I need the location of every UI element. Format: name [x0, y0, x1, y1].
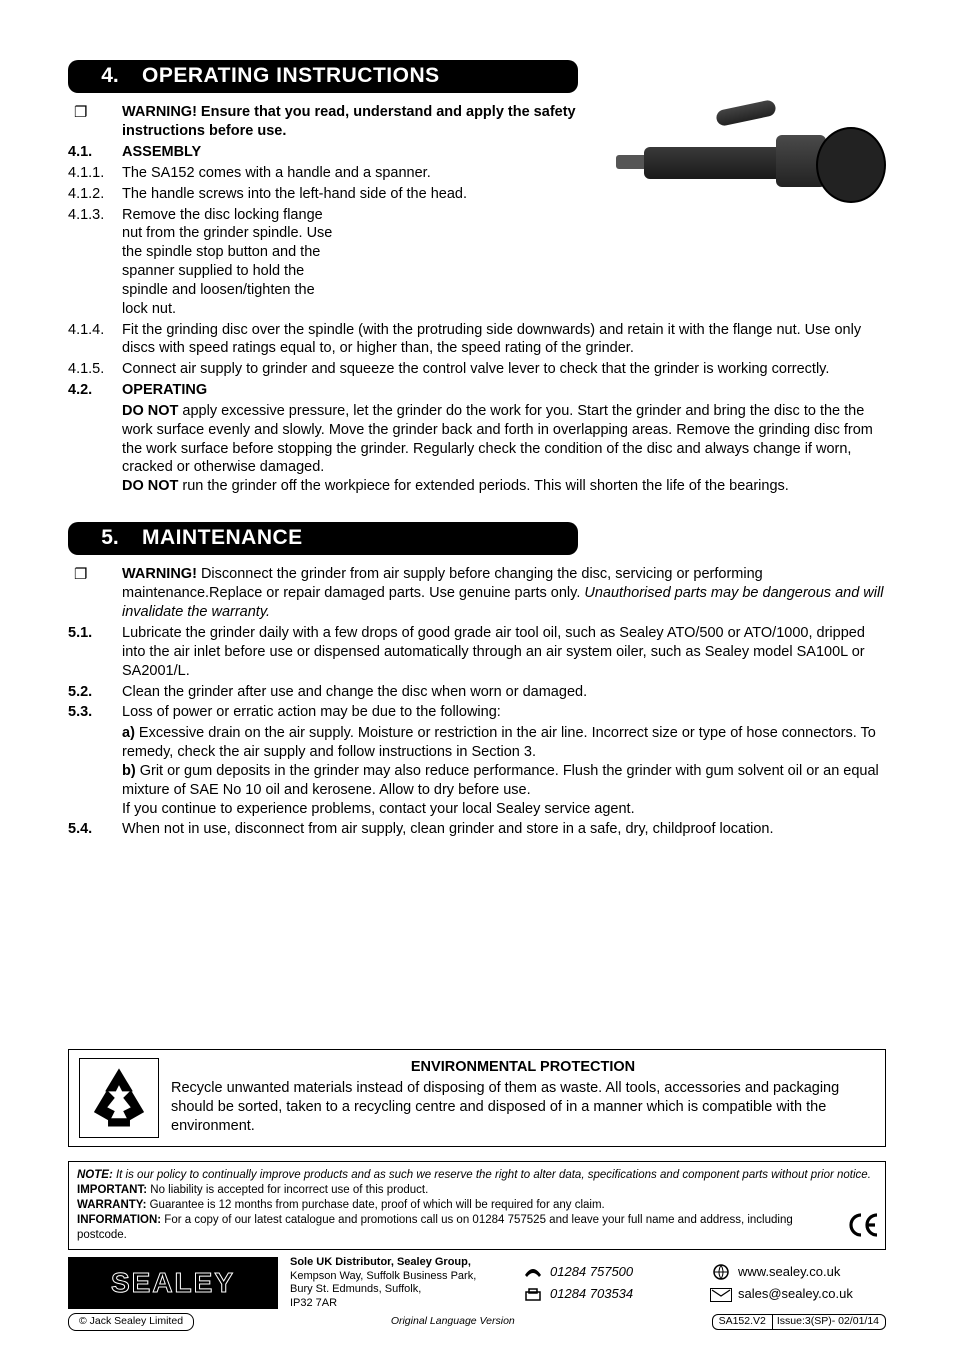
- note-box: NOTE: It is our policy to continually im…: [68, 1161, 886, 1250]
- s413-row: 4.1.3. Remove the disc locking flange nu…: [68, 206, 604, 319]
- fax-number: 01284 703534: [550, 1286, 633, 1303]
- grinder-illustration: [616, 97, 886, 237]
- note-text: It is our policy to continually improve …: [113, 1169, 871, 1181]
- model-code: SA152.V2: [719, 1315, 773, 1329]
- dist-addr1: Kempson Way, Suffolk Business Park,: [290, 1270, 476, 1282]
- s51-text: Lubricate the grinder daily with a few d…: [122, 624, 886, 681]
- email-icon: [710, 1288, 732, 1302]
- s52-row: 5.2. Clean the grinder after use and cha…: [68, 683, 886, 702]
- s54-num: 5.4.: [68, 820, 122, 839]
- s414-row: 4.1.4. Fit the grinding disc over the sp…: [68, 321, 886, 359]
- s411-text: The SA152 comes with a handle and a span…: [122, 164, 604, 183]
- s413-num: 4.1.3.: [68, 206, 122, 319]
- s42-text2: run the grinder off the workpiece for ex…: [178, 478, 788, 494]
- s53a-prefix: a): [122, 725, 135, 741]
- email-address: sales@sealey.co.uk: [738, 1286, 853, 1303]
- fax-icon: [522, 1287, 544, 1303]
- s42-body-row: DO NOT apply excessive pressure, let the…: [68, 402, 886, 496]
- env-body: Recycle unwanted materials instead of di…: [171, 1079, 875, 1136]
- section-4-title: OPERATING INSTRUCTIONS: [142, 62, 440, 89]
- logo-text: SEALEY: [111, 1265, 235, 1301]
- warranty-text: Guarantee is 12 months from purchase dat…: [146, 1199, 604, 1211]
- warning-row: ❐ WARNING! Ensure that you read, underst…: [68, 103, 604, 141]
- s52-num: 5.2.: [68, 683, 122, 702]
- s52-text: Clean the grinder after use and change t…: [122, 683, 886, 702]
- s415-num: 4.1.5.: [68, 360, 122, 379]
- s51-row: 5.1. Lubricate the grinder daily with a …: [68, 624, 886, 681]
- s42-label: OPERATING: [122, 381, 886, 400]
- s413-text: Remove the disc locking flange nut from …: [122, 206, 604, 319]
- s42-num: 4.2.: [68, 381, 122, 400]
- s54-row: 5.4. When not in use, disconnect from ai…: [68, 820, 886, 839]
- s411-num: 4.1.1.: [68, 164, 122, 183]
- s53-footer: If you continue to experience problems, …: [122, 801, 635, 817]
- important-label: IMPORTANT:: [77, 1184, 147, 1196]
- do-not-1: DO NOT: [122, 403, 178, 419]
- checkbox-icon: ❐: [68, 565, 122, 622]
- s53a-body: Excessive drain on the air supply. Moist…: [122, 725, 876, 760]
- dist-label: Sole UK Distributor, Sealey Group,: [290, 1256, 471, 1268]
- distributor-address: Sole UK Distributor, Sealey Group, Kemps…: [290, 1256, 510, 1311]
- section-5-title: MAINTENANCE: [142, 524, 303, 551]
- contact-col-1: 01284 757500 01284 703534: [522, 1264, 698, 1304]
- s54-text: When not in use, disconnect from air sup…: [122, 820, 886, 839]
- original-language-version: Original Language Version: [194, 1315, 712, 1329]
- section-4-number: 4.: [78, 62, 142, 89]
- important-text: No liability is accepted for incorrect u…: [147, 1184, 428, 1196]
- contact-col-2: www.sealey.co.uk sales@sealey.co.uk: [710, 1264, 886, 1304]
- s53-row: 5.3. Loss of power or erratic action may…: [68, 703, 886, 722]
- s415-row: 4.1.5. Connect air supply to grinder and…: [68, 360, 886, 379]
- issue-code: Issue:3(SP)- 02/01/14: [777, 1315, 879, 1329]
- ce-mark-icon: [847, 1211, 881, 1247]
- footer-row: SEALEY Sole UK Distributor, Sealey Group…: [68, 1256, 886, 1311]
- dist-addr2: Bury St. Edmunds, Suffolk,: [290, 1283, 421, 1295]
- issue-pill: SA152.V2 Issue:3(SP)- 02/01/14: [712, 1314, 886, 1330]
- s53-text: Loss of power or erratic action may be d…: [122, 703, 886, 722]
- copyright-pill: © Jack Sealey Limited: [68, 1313, 194, 1331]
- note-label: NOTE:: [77, 1169, 113, 1181]
- warning-5-row: ❐ WARNING! Disconnect the grinder from a…: [68, 565, 886, 622]
- info-text: For a copy of our latest catalogue and p…: [77, 1214, 793, 1241]
- web-icon: [710, 1264, 732, 1280]
- s41-num: 4.1.: [68, 143, 122, 162]
- sealey-logo: SEALEY: [68, 1257, 278, 1309]
- checkbox-icon: ❐: [68, 103, 122, 141]
- s42-text1: apply excessive pressure, let the grinde…: [122, 403, 873, 476]
- s412-text: The handle screws into the left-hand sid…: [122, 185, 604, 204]
- section-4-header: 4. OPERATING INSTRUCTIONS: [68, 60, 578, 93]
- s411-row: 4.1.1. The SA152 comes with a handle and…: [68, 164, 604, 183]
- assembly-heading-row: 4.1. ASSEMBLY: [68, 143, 604, 162]
- do-not-2: DO NOT: [122, 478, 178, 494]
- section-5-number: 5.: [78, 524, 142, 551]
- footer-bar: © Jack Sealey Limited Original Language …: [68, 1313, 886, 1331]
- s414-num: 4.1.4.: [68, 321, 122, 359]
- s412-num: 4.1.2.: [68, 185, 122, 204]
- s414-text: Fit the grinding disc over the spindle (…: [122, 321, 886, 359]
- phone-number: 01284 757500: [550, 1264, 633, 1281]
- s415-text: Connect air supply to grinder and squeez…: [122, 360, 886, 379]
- s51-num: 5.1.: [68, 624, 122, 681]
- section-5-header: 5. MAINTENANCE: [68, 522, 578, 555]
- env-title: ENVIRONMENTAL PROTECTION: [171, 1058, 875, 1077]
- s412-row: 4.1.2. The handle screws into the left-h…: [68, 185, 604, 204]
- info-label: INFORMATION:: [77, 1214, 161, 1226]
- s41-label: ASSEMBLY: [122, 143, 604, 162]
- s42-body: DO NOT apply excessive pressure, let the…: [122, 402, 886, 496]
- phone-icon: [522, 1264, 544, 1280]
- s53a-row: a) Excessive drain on the air supply. Mo…: [68, 724, 886, 818]
- warning-5-text: WARNING! Disconnect the grinder from air…: [122, 565, 886, 622]
- warranty-label: WARRANTY:: [77, 1199, 146, 1211]
- web-url: www.sealey.co.uk: [738, 1264, 840, 1281]
- s53b-body: Grit or gum deposits in the grinder may …: [122, 763, 879, 798]
- env-text-block: ENVIRONMENTAL PROTECTION Recycle unwante…: [171, 1058, 875, 1135]
- s53a-text: a) Excessive drain on the air supply. Mo…: [122, 724, 886, 818]
- warning-text: WARNING! Ensure that you read, understan…: [122, 103, 604, 141]
- s53-num: 5.3.: [68, 703, 122, 722]
- recycle-icon: [79, 1058, 159, 1138]
- environmental-box: ENVIRONMENTAL PROTECTION Recycle unwante…: [68, 1049, 886, 1147]
- operating-heading-row: 4.2. OPERATING: [68, 381, 886, 400]
- s53b-prefix: b): [122, 763, 136, 779]
- dist-postcode: IP32 7AR: [290, 1297, 337, 1309]
- warning-5-prefix: WARNING!: [122, 566, 197, 582]
